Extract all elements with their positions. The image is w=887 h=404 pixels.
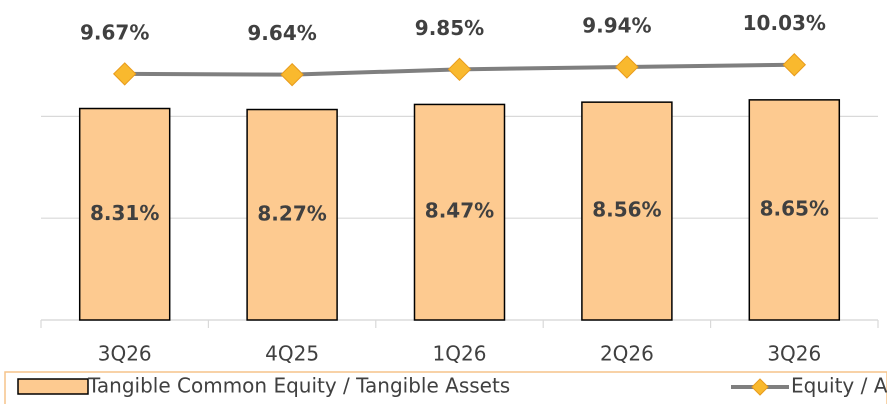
line-label: 10.03% [743, 11, 826, 35]
line-label: 9.94% [582, 14, 651, 38]
marker [112, 62, 137, 86]
bar [581, 101, 673, 321]
legend-label: Tangible Common Equity / Tangible Assets [87, 374, 510, 398]
legend-box [4, 371, 887, 404]
bar [246, 108, 338, 321]
x-tick-label: 3Q26 [767, 342, 821, 366]
legend-marker [751, 378, 769, 396]
marker [782, 53, 807, 77]
bar-label: 8.31% [90, 201, 159, 225]
bar [748, 99, 841, 321]
x-tick-label: 2Q26 [600, 342, 654, 366]
bar [78, 107, 171, 321]
legend-label: Equity / Assets [791, 374, 887, 398]
line-label: 9.67% [80, 20, 149, 44]
line-label: 9.64% [247, 21, 316, 45]
bar-label: 8.47% [425, 199, 494, 223]
line-label: 9.85% [415, 16, 484, 40]
x-tick-label: 1Q26 [433, 342, 487, 366]
bar-label: 8.65% [760, 196, 829, 220]
marker [447, 57, 472, 82]
x-tick-label: 4Q25 [265, 342, 319, 366]
marker [615, 55, 639, 79]
bar [413, 103, 506, 321]
x-tick-label: 3Q26 [98, 342, 152, 366]
bar-label: 8.56% [592, 198, 661, 222]
bar-label: 8.27% [257, 201, 326, 225]
legend-swatch [17, 378, 89, 395]
marker [280, 62, 304, 87]
